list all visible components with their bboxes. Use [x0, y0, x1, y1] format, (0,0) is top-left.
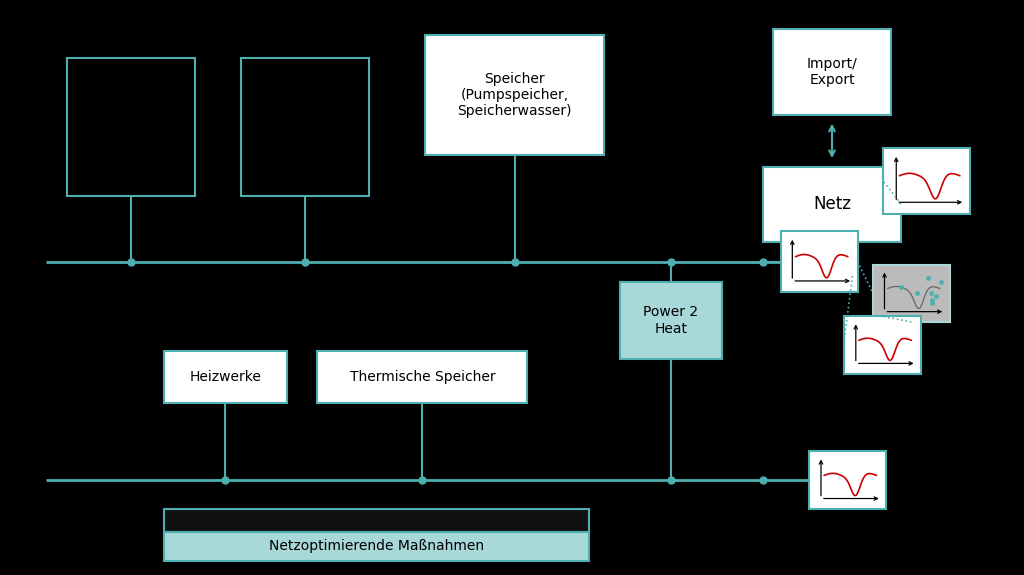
Point: [923, 289, 939, 298]
Text: Speicher
(Pumpspeicher,
Speicherwasser): Speicher (Pumpspeicher, Speicherwasser): [458, 72, 571, 118]
FancyBboxPatch shape: [883, 148, 971, 214]
FancyBboxPatch shape: [67, 58, 195, 196]
Point: [933, 277, 949, 286]
Point: [928, 291, 944, 300]
FancyBboxPatch shape: [781, 231, 858, 292]
Point: [921, 274, 937, 283]
FancyBboxPatch shape: [164, 532, 589, 561]
Text: Heizwerke: Heizwerke: [189, 370, 261, 384]
FancyBboxPatch shape: [844, 316, 922, 374]
Text: Thermische Speicher: Thermische Speicher: [349, 370, 496, 384]
Text: Power 2
Heat: Power 2 Heat: [643, 305, 698, 336]
FancyBboxPatch shape: [763, 167, 901, 242]
FancyBboxPatch shape: [241, 58, 369, 196]
FancyBboxPatch shape: [773, 29, 891, 115]
Text: Netzoptimierende Maßnahmen: Netzoptimierende Maßnahmen: [268, 539, 484, 553]
Point: [908, 289, 925, 298]
Point: [925, 296, 941, 305]
FancyBboxPatch shape: [164, 509, 589, 532]
Point: [924, 299, 940, 308]
FancyBboxPatch shape: [425, 34, 604, 155]
Text: Import/
Export: Import/ Export: [807, 57, 857, 87]
Point: [893, 282, 909, 292]
FancyBboxPatch shape: [620, 282, 722, 359]
FancyBboxPatch shape: [164, 351, 287, 402]
FancyBboxPatch shape: [809, 451, 886, 509]
FancyBboxPatch shape: [872, 264, 950, 322]
Text: Netz: Netz: [813, 195, 851, 213]
FancyBboxPatch shape: [317, 351, 527, 402]
